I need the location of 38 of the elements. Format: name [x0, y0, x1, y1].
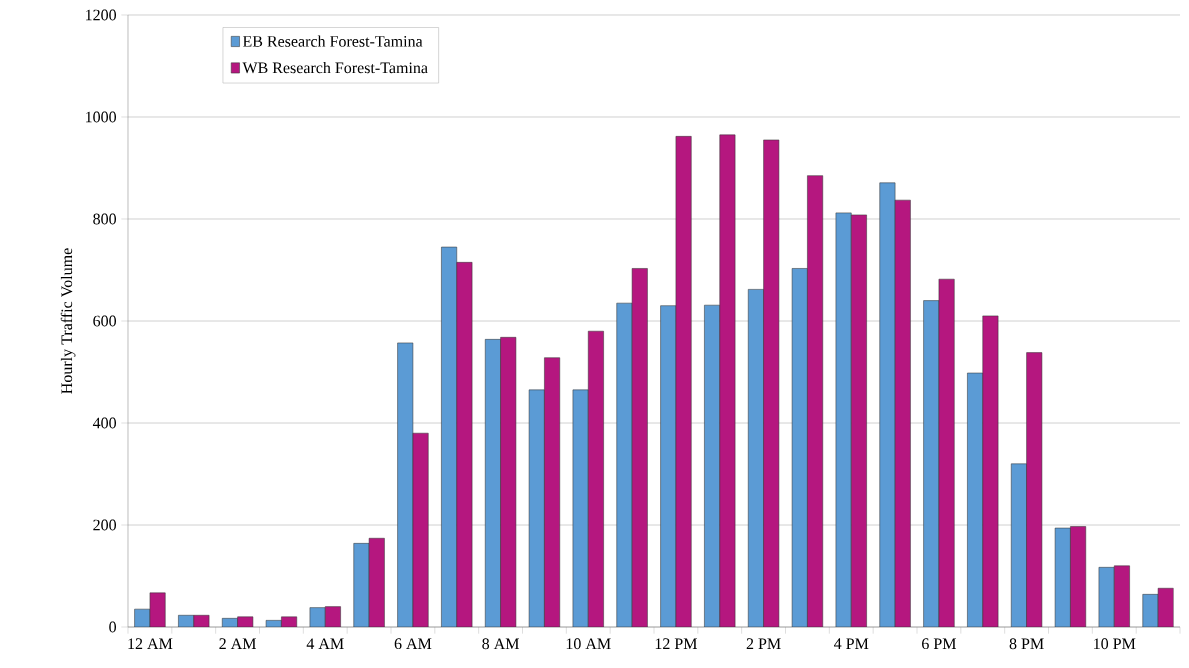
bar	[675, 136, 692, 627]
y-tick-label: 400	[92, 417, 117, 429]
bar	[982, 315, 999, 627]
y-tick-label: 800	[93, 213, 117, 225]
x-tick-label: 2 PM	[746, 638, 781, 649]
y-tick-label: 1000	[86, 111, 117, 123]
y-tick-label: 200	[93, 519, 117, 531]
bar	[850, 214, 867, 627]
x-tick-label: 8 AM	[482, 638, 520, 650]
x-tick-label: 2 AM	[219, 638, 257, 649]
bar	[894, 199, 911, 627]
bar	[1026, 352, 1043, 627]
bar	[719, 134, 736, 627]
bar	[544, 357, 561, 627]
x-tick-label: 10 AM	[566, 638, 611, 650]
x-tick-label: 4 AM	[306, 638, 344, 649]
bar	[763, 139, 780, 627]
x-tick-label: 6 AM	[394, 638, 432, 650]
bar	[500, 337, 517, 627]
legend-label: WB Research Forest-Tamina	[242, 61, 428, 74]
bar	[587, 330, 604, 627]
bar	[1070, 526, 1087, 627]
bar	[631, 268, 648, 627]
x-tick-label: 12 PM	[655, 638, 698, 649]
bar	[938, 278, 955, 627]
x-tick-label: 10 PM	[1094, 638, 1136, 650]
bar	[807, 175, 824, 627]
bar	[456, 262, 473, 627]
y-axis-title: Hourly Traffic Volume	[60, 248, 76, 394]
y-tick-label: 600	[93, 315, 117, 327]
bar	[412, 432, 429, 627]
x-tick-label: 4 PM	[834, 638, 869, 649]
y-tick-label: 1200	[86, 9, 117, 21]
x-tick-label: 6 PM	[922, 638, 957, 650]
x-tick-label: 8 PM	[1009, 638, 1044, 650]
legend-label: EB Research Forest-Tamina	[242, 35, 423, 47]
y-tick-label: 0	[109, 621, 117, 633]
x-tick-label: 12 AM	[128, 638, 173, 649]
